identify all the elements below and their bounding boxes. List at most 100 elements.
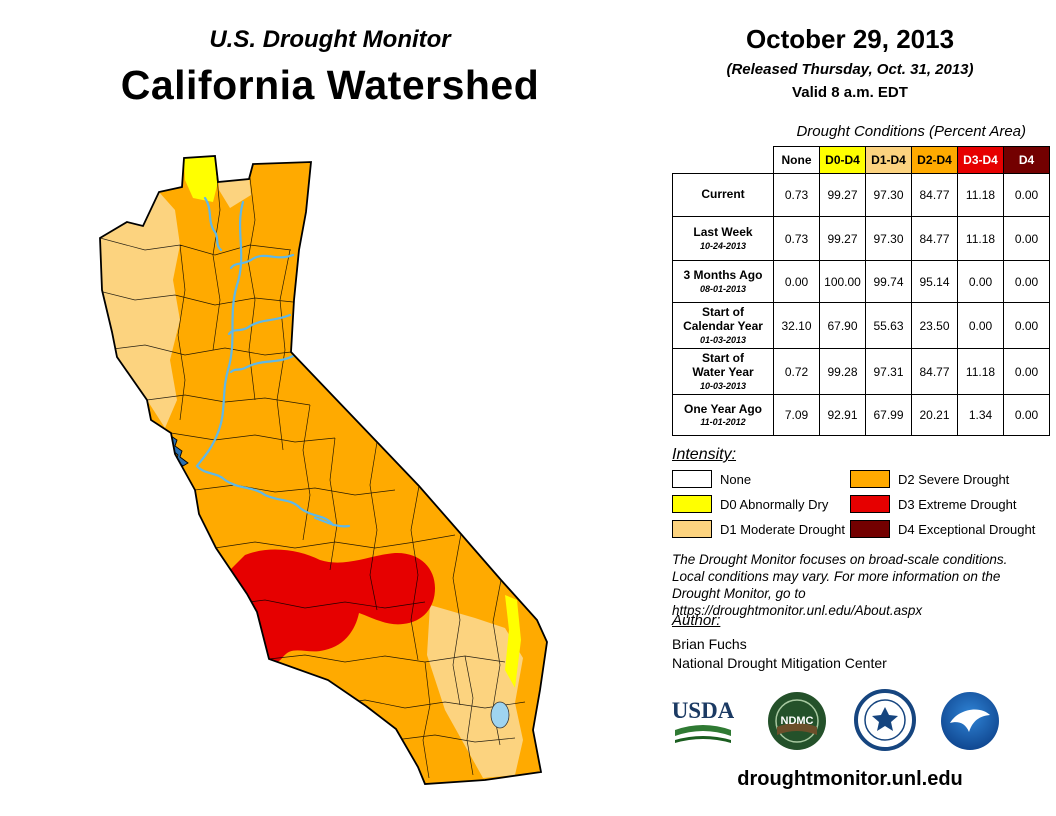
legend-item-d3: D3 Extreme Drought: [850, 495, 1017, 513]
table-cell: 11.18: [957, 173, 1004, 217]
disclaimer-line: The Drought Monitor focuses on broad-sca…: [672, 552, 1008, 567]
valid-time: Valid 8 a.m. EDT: [792, 84, 908, 101]
table-row: Start of Calendar Year 01-03-2013 32.10 …: [672, 302, 1050, 349]
legend-swatch-d0: [672, 495, 712, 513]
map-region-d0-north: [184, 156, 218, 202]
table-cell: 20.21: [911, 394, 958, 436]
watershed-outline: [99, 155, 548, 785]
legend-heading: Intensity:: [672, 446, 737, 463]
table-cell: 0.00: [1003, 348, 1050, 395]
disclaimer-line: Local conditions may vary. For more info…: [672, 569, 1001, 584]
logo-row: USDA NDMC: [672, 688, 1028, 764]
ndmc-field-icon: [777, 723, 817, 735]
legend-swatch-d3: [850, 495, 890, 513]
website-url: droughtmonitor.unl.edu: [737, 768, 963, 790]
row-sublabel: 08-01-2013: [699, 283, 747, 294]
table-cell: 23.50: [911, 302, 958, 349]
table-cell: 99.74: [865, 260, 912, 303]
table-cell: 0.00: [1003, 302, 1050, 349]
table-cell: 84.77: [911, 348, 958, 395]
table-cell: 67.90: [819, 302, 866, 349]
row-sublabel: 01-03-2013: [699, 334, 747, 345]
column-header-none: None: [773, 146, 820, 174]
legend-label: D4 Exceptional Drought: [898, 521, 1036, 537]
table-cell: 99.28: [819, 348, 866, 395]
legend-label: None: [720, 471, 752, 487]
map-svg: [99, 155, 548, 785]
column-header-d1d4: D1-D4: [865, 146, 912, 174]
release-date: (Released Thursday, Oct. 31, 2013): [726, 61, 974, 78]
author-heading: Author:: [672, 612, 721, 629]
legend-swatch-d1: [672, 520, 712, 538]
legend-item-d0: D0 Abnormally Dry: [672, 495, 828, 513]
noaa-gull-icon: [950, 709, 990, 732]
row-sublabel: 11-01-2012: [700, 417, 746, 428]
legend-swatch-d4: [850, 520, 890, 538]
column-header-d2d4: D2-D4: [911, 146, 958, 174]
drought-conditions-table: None D0-D4 D1-D4 D2-D4 D3-D4 D4 Current …: [672, 146, 1050, 436]
table-row: Last Week 10-24-2013 0.73 99.27 97.30 84…: [672, 216, 1050, 261]
legend-label: D2 Severe Drought: [898, 471, 1010, 487]
table-cell: 0.00: [1003, 173, 1050, 217]
usda-logo-text: USDA: [672, 698, 734, 723]
author-name: Brian Fuchs: [672, 636, 747, 652]
legend-swatch-d2: [850, 470, 890, 488]
table-cell: 11.18: [957, 216, 1004, 261]
table-cell: 95.14: [911, 260, 958, 303]
california-watershed-map: [85, 150, 565, 794]
table-row: Current 0.73 99.27 97.30 84.77 11.18 0.0…: [672, 173, 1050, 217]
southern-lake: [490, 701, 510, 729]
table-row: One Year Ago 11-01-2012 7.09 92.91 67.99…: [672, 394, 1050, 436]
noaa-logo: [940, 691, 1000, 756]
report-date: October 29, 2013: [745, 24, 955, 54]
table-cell: 0.72: [773, 348, 820, 395]
usda-logo: USDA: [672, 696, 735, 757]
table-cell: 84.77: [911, 173, 958, 217]
table-cell: 7.09: [773, 394, 820, 436]
table-cell: 32.10: [773, 302, 820, 349]
disclaimer-text: The Drought Monitor focuses on broad-sca…: [672, 551, 1032, 619]
column-header-d4: D4: [1003, 146, 1050, 174]
legend-label: D0 Abnormally Dry: [720, 496, 829, 512]
page-title: California Watershed: [120, 62, 540, 108]
row-label: Last Week: [693, 225, 753, 240]
commerce-seal-logo: [854, 689, 916, 756]
table-cell: 0.00: [1003, 394, 1050, 436]
legend-item-d1: D1 Moderate Drought: [672, 520, 845, 538]
row-label: Start of Water Year: [692, 351, 754, 379]
legend-item-none: None: [672, 470, 751, 488]
map-region-d3-extreme: [220, 549, 435, 664]
legend-item-d4: D4 Exceptional Drought: [850, 520, 1035, 538]
table-row: 3 Months Ago 08-01-2013 0.00 100.00 99.7…: [672, 260, 1050, 303]
table-cell: 1.34: [957, 394, 1004, 436]
table-cell: 0.00: [1003, 216, 1050, 261]
author-organization: National Drought Mitigation Center: [672, 655, 887, 671]
row-label: 3 Months Ago: [683, 268, 763, 283]
disclaimer-line: Drought Monitor, go to https://droughtmo…: [672, 586, 923, 618]
usda-swoosh-icon: [675, 725, 731, 736]
commerce-logo-graphic: [854, 689, 916, 751]
commerce-eagle-icon: [872, 707, 898, 731]
ndmc-inner-ring-icon: [775, 699, 819, 743]
table-cell: 11.18: [957, 348, 1004, 395]
row-label: Start of Calendar Year: [683, 305, 763, 333]
legend-label: D1 Moderate Drought: [720, 521, 846, 537]
table-cell: 97.30: [865, 173, 912, 217]
table-cell: 0.00: [1003, 260, 1050, 303]
table-cell: 55.63: [865, 302, 912, 349]
table-cell: 84.77: [911, 216, 958, 261]
table-cell: 97.31: [865, 348, 912, 395]
table-corner-cell: [672, 146, 774, 174]
table-cell: 97.30: [865, 216, 912, 261]
map-region-d0-southeast: [505, 595, 521, 688]
usda-swoosh2-icon: [675, 736, 731, 743]
ndmc-logo-graphic: NDMC: [768, 692, 826, 750]
legend-item-d2: D2 Severe Drought: [850, 470, 1009, 488]
table-cell: 99.27: [819, 216, 866, 261]
noaa-logo-graphic: [941, 692, 999, 750]
intensity-legend: None D0 Abnormally Dry D1 Moderate Droug…: [672, 470, 1035, 542]
table-row: Start of Water Year 10-03-2013 0.72 99.2…: [672, 348, 1050, 395]
ndmc-logo-text: NDMC: [781, 715, 814, 727]
row-sublabel: 10-03-2013: [699, 380, 747, 391]
